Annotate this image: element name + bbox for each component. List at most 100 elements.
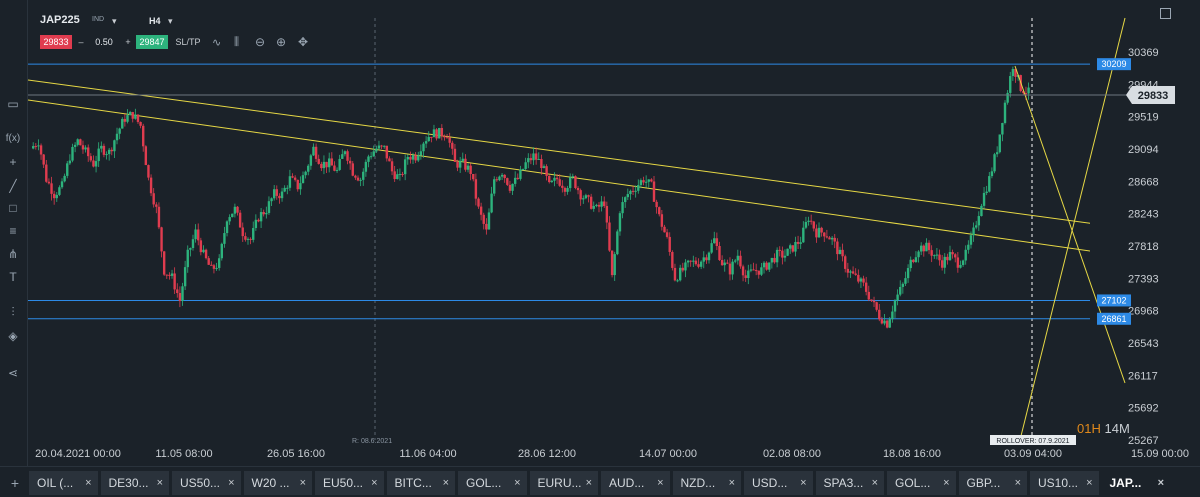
timeframe-selector[interactable]: H4 bbox=[149, 16, 161, 26]
candle bbox=[320, 161, 323, 172]
candle bbox=[301, 171, 305, 184]
price-chart[interactable]: 3036929944295192909428668282432781827393… bbox=[0, 0, 1200, 466]
candle bbox=[951, 249, 954, 259]
candle bbox=[157, 202, 161, 230]
layers-icon[interactable]: ◈ bbox=[8, 329, 18, 343]
candle bbox=[553, 172, 556, 187]
add-tab-button[interactable]: + bbox=[10, 475, 20, 491]
close-icon[interactable]: × bbox=[1014, 477, 1021, 489]
close-icon[interactable]: × bbox=[1157, 477, 1164, 489]
instrument-tab[interactable]: NZD... × bbox=[672, 471, 741, 495]
candle-settings-icon[interactable]: ⫼ bbox=[234, 36, 240, 48]
fullscreen-icon[interactable] bbox=[1160, 8, 1171, 19]
instrument-tab[interactable]: EURU... × bbox=[529, 471, 598, 495]
sltp-button[interactable]: SL/TP bbox=[175, 37, 201, 47]
close-icon[interactable]: × bbox=[657, 477, 664, 489]
candle bbox=[550, 179, 554, 183]
zoom-in-icon[interactable]: ⊕ bbox=[276, 35, 287, 49]
candle bbox=[919, 242, 923, 256]
close-icon[interactable]: × bbox=[228, 477, 235, 489]
lot-size-input[interactable]: 0.50 bbox=[95, 37, 113, 47]
instrument-tab[interactable]: GOL... × bbox=[458, 471, 527, 495]
close-icon[interactable]: × bbox=[85, 477, 92, 489]
candle bbox=[634, 185, 637, 198]
close-icon[interactable]: × bbox=[800, 477, 807, 489]
indicator-icon[interactable]: ⫶ bbox=[11, 305, 15, 319]
tab-label: GOL... bbox=[895, 476, 931, 490]
instrument-tab[interactable]: USD... × bbox=[744, 471, 813, 495]
rect-icon[interactable]: □ bbox=[9, 201, 17, 215]
candle bbox=[883, 313, 886, 326]
close-icon[interactable]: × bbox=[156, 477, 163, 489]
instrument-tab[interactable]: BITC... × bbox=[386, 471, 455, 495]
fx-icon[interactable]: f(x) bbox=[5, 133, 21, 144]
instrument-tab[interactable]: US10... × bbox=[1030, 471, 1099, 495]
candle bbox=[988, 172, 991, 193]
instrument-tab[interactable]: EU50... × bbox=[315, 471, 384, 495]
y-tick-label: 28668 bbox=[1128, 176, 1159, 188]
close-icon[interactable]: × bbox=[585, 477, 592, 489]
close-icon[interactable]: × bbox=[871, 477, 878, 489]
instrument-tab[interactable]: US50... × bbox=[172, 471, 241, 495]
instrument-tab[interactable]: GBP... × bbox=[958, 471, 1027, 495]
crosshair-icon[interactable]: + bbox=[9, 155, 17, 169]
candle bbox=[621, 196, 624, 219]
candle bbox=[107, 147, 111, 161]
trendline-ascending[interactable] bbox=[1019, 17, 1126, 441]
close-icon[interactable]: × bbox=[442, 477, 449, 489]
close-icon[interactable]: × bbox=[1086, 477, 1093, 489]
candle bbox=[220, 242, 223, 261]
move-icon[interactable]: ✥ bbox=[298, 35, 309, 49]
symbol-title[interactable]: JAP225 bbox=[40, 14, 80, 26]
candle bbox=[694, 257, 698, 266]
zoom-out-icon[interactable]: ⊖ bbox=[255, 35, 266, 49]
close-icon[interactable]: × bbox=[299, 477, 306, 489]
instrument-tab[interactable]: AUD... × bbox=[601, 471, 670, 495]
candle bbox=[545, 164, 548, 181]
buy-button[interactable]: 29847 bbox=[136, 35, 168, 49]
y-tick-label: 26117 bbox=[1128, 370, 1158, 382]
pitchfork-icon[interactable]: ⋔ bbox=[7, 247, 19, 261]
line-icon[interactable]: ╱ bbox=[9, 179, 17, 193]
line-chart-icon[interactable]: ∿ bbox=[212, 37, 222, 49]
close-icon[interactable]: × bbox=[514, 477, 521, 489]
share-icon[interactable]: ⋖ bbox=[7, 366, 19, 380]
close-icon[interactable]: × bbox=[728, 477, 735, 489]
candle bbox=[885, 319, 889, 329]
candle bbox=[58, 185, 61, 197]
candle bbox=[333, 161, 336, 172]
fib-icon[interactable]: ≡ bbox=[9, 224, 17, 238]
trendline-descending[interactable] bbox=[1014, 65, 1126, 384]
candle bbox=[576, 186, 580, 195]
lot-decrease-button[interactable]: – bbox=[78, 37, 84, 47]
instrument-tab[interactable]: JAP... × bbox=[1101, 471, 1170, 495]
x-tick-label: 20.04.2021 00:00 bbox=[35, 448, 121, 460]
trendline-upper[interactable] bbox=[28, 79, 1125, 228]
instrument-tab[interactable]: OIL (... × bbox=[29, 471, 98, 495]
candle bbox=[791, 245, 795, 253]
close-icon[interactable]: × bbox=[943, 477, 950, 489]
instrument-tab[interactable]: GOL... × bbox=[887, 471, 956, 495]
candle bbox=[123, 114, 127, 127]
panel-icon[interactable]: ▭ bbox=[7, 97, 19, 111]
instrument-tab[interactable]: DE30... × bbox=[100, 471, 169, 495]
instrument-tab[interactable]: W20 ... × bbox=[243, 471, 312, 495]
close-icon[interactable]: × bbox=[371, 477, 378, 489]
text-icon[interactable]: T bbox=[9, 270, 17, 284]
candle bbox=[435, 128, 438, 141]
y-tick-label: 29519 bbox=[1128, 112, 1159, 124]
candle bbox=[728, 257, 732, 281]
sell-button[interactable]: 29833 bbox=[40, 35, 72, 49]
svg-text:R: 08.6.2021: R: 08.6.2021 bbox=[352, 438, 392, 445]
symbol-dropdown-icon[interactable]: ▾ bbox=[112, 16, 117, 26]
candle bbox=[401, 171, 404, 177]
candle bbox=[34, 143, 38, 150]
candle bbox=[749, 264, 753, 273]
candle bbox=[170, 269, 174, 279]
lot-increase-button[interactable]: + bbox=[125, 37, 131, 47]
candle bbox=[176, 283, 179, 298]
candle bbox=[998, 134, 1001, 154]
timeframe-dropdown-icon[interactable]: ▾ bbox=[168, 16, 173, 26]
instrument-tab[interactable]: SPA3... × bbox=[815, 471, 884, 495]
candle bbox=[582, 195, 585, 204]
